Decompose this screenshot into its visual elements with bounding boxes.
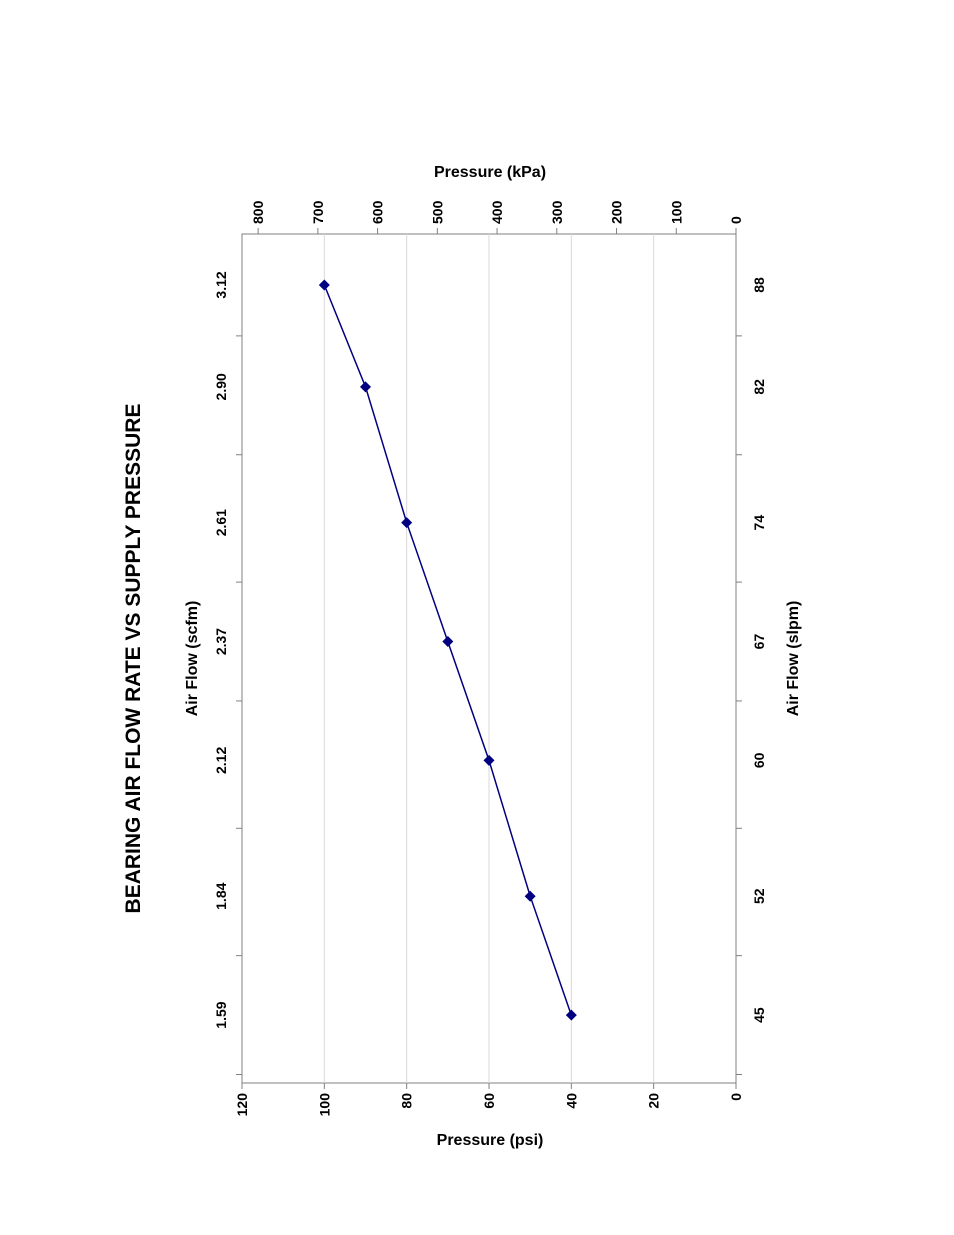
data-point <box>318 279 330 291</box>
x-bottom-tick-label: 67 <box>751 634 767 650</box>
y-right-tick-label: 500 <box>429 200 445 224</box>
y-right-tick-label: 0 <box>728 216 744 224</box>
data-point <box>524 890 536 902</box>
y-right-tick-label: 400 <box>489 200 505 224</box>
y-left-tick-label: 40 <box>563 1093 579 1109</box>
y-left-tick-label: 60 <box>481 1093 497 1109</box>
x-top-tick-label: 3.12 <box>213 271 229 298</box>
series-line <box>318 279 577 1021</box>
x-bottom-tick-label: 82 <box>751 379 767 395</box>
y-left-tick-label: 20 <box>646 1093 662 1109</box>
x-bottom-tick-label: 74 <box>751 515 767 531</box>
x-top-tick-label: 1.84 <box>213 882 229 909</box>
y-right-tick-label: 300 <box>549 200 565 224</box>
tick-marks <box>236 228 742 1089</box>
y-right-tick-label: 700 <box>310 200 326 224</box>
y-left-tick-label: 80 <box>399 1093 415 1109</box>
y-right-tick-label: 100 <box>668 200 684 224</box>
data-line <box>323 284 573 1016</box>
gridlines <box>323 234 655 1083</box>
y-right-axis-title: Pressure (kPa) <box>434 164 546 181</box>
x-top-tick-label: 2.61 <box>213 509 229 536</box>
x-top-tick-label: 2.12 <box>213 747 229 774</box>
x-top-tick-label: 2.37 <box>213 628 229 655</box>
y-right-tick-label: 200 <box>609 200 625 224</box>
x-top-axis-title: Air Flow (scfm) <box>184 601 201 717</box>
chart-title: BEARING AIR FLOW RATE VS SUPPLY PRESSURE <box>122 404 145 914</box>
tick-labels: 0 20 40 60 80 100 120 0 100 200 300 400 500 600 700 800… <box>213 200 767 1116</box>
data-point <box>565 1009 577 1021</box>
y-right-tick-label: 800 <box>250 200 266 224</box>
x-bottom-tick-label: 45 <box>751 1007 767 1023</box>
y-left-axis-title: Pressure (psi) <box>437 1132 544 1149</box>
x-bottom-tick-label: 52 <box>751 888 767 904</box>
x-bottom-tick-label: 88 <box>751 277 767 293</box>
data-point <box>483 754 495 766</box>
data-point <box>442 636 454 648</box>
data-point <box>360 381 371 393</box>
x-top-tick-label: 2.90 <box>213 373 229 400</box>
x-top-tick-label: 1.59 <box>213 1001 229 1028</box>
y-left-tick-label: 100 <box>316 1093 332 1117</box>
y-right-tick-label: 600 <box>370 200 386 224</box>
x-bottom-tick-label: 60 <box>751 752 767 768</box>
y-left-tick-label: 0 <box>728 1093 744 1101</box>
y-left-tick-label: 120 <box>234 1093 250 1117</box>
x-bottom-axis-title: Air Flow (slpm) <box>785 601 802 717</box>
data-point <box>401 517 413 529</box>
